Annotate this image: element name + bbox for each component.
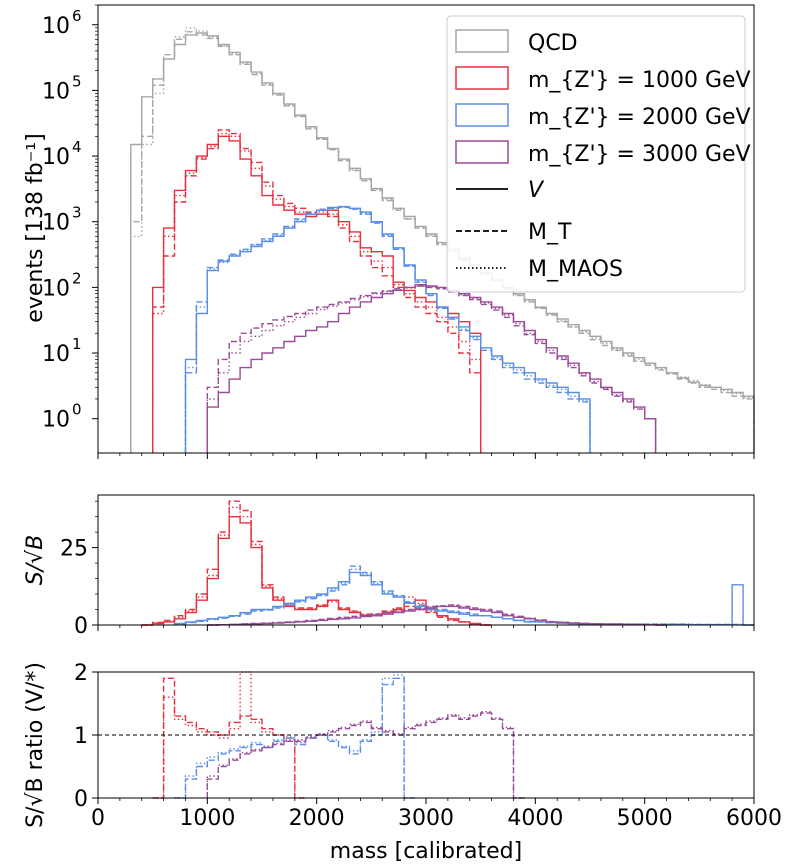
legend-label-2000: m_{Z'} = 2000 GeV (528, 105, 751, 130)
middle-panel-series-m-z-3000-gev-maos (207, 605, 667, 626)
legend-label-3000: m_{Z'} = 3000 GeV (528, 142, 751, 167)
legend-swatch-1000 (455, 66, 509, 90)
legend-label-1000: m_{Z'} = 1000 GeV (528, 68, 751, 93)
bottom-panel-y-ticks: 0 1 2 (74, 661, 98, 812)
middle-panel-y-tick-label-0: 0 (74, 614, 88, 639)
legend-swatch-2000 (455, 103, 509, 127)
bottom-panel-x-tick-label-4000: 4000 (507, 806, 563, 831)
bottom-panel-x-ticks: 0 1000 2000 3000 4000 5000 6000 (91, 798, 782, 831)
bottom-panel-series-m-z-1000-gev-mt (152, 677, 306, 799)
bottom-panel-x-tick-label-6000: 6000 (726, 806, 782, 831)
bottom-panel-x-tick-label-5000: 5000 (617, 806, 673, 831)
legend-label-mmaos: M_MAOS (528, 257, 623, 282)
top-panel-series-qcd-maos (130, 27, 755, 453)
x-axis-label: mass [calibrated] (330, 839, 522, 864)
bottom-panel-x-tick-label-0: 0 (91, 806, 105, 831)
middle-panel-y-ticks: 0 25 (60, 500, 98, 639)
bottom-panel-y-tick-label-1: 1 (74, 724, 88, 749)
bottom-panel-y-tick-label-2: 2 (74, 661, 88, 686)
middle-panel-series-m-z-1000-gev-maos (141, 506, 492, 626)
legend-swatch-qcd (455, 29, 509, 53)
top-panel-series-qcd-v (130, 32, 755, 453)
legend-label-v: V (528, 178, 545, 203)
middle-panel-y-tick-label-1: 25 (60, 537, 88, 562)
middle-panel-ylabel: S/√B (23, 535, 48, 586)
top-panel-series-m-z-3000-gev-mt (206, 285, 657, 453)
top-panel-series-m-z-2000-gev-mt (184, 206, 591, 453)
top-panel-y-tick-label-0: 10 (42, 408, 70, 433)
middle-panel-series (141, 500, 754, 626)
bottom-panel-series-m-z-1000-gev-maos (152, 671, 306, 799)
bottom-panel-series-m-z-3000-gev-mt (206, 712, 525, 799)
top-panel-y-tick-label-5: 10 (42, 79, 70, 104)
legend-box (446, 15, 746, 293)
top-panel-series-m-z-2000-gev-maos (184, 206, 591, 453)
middle-panel: 0 25 S/√B (23, 494, 755, 639)
top-panel-y-tick-exponent-5: 5 (72, 72, 82, 90)
legend: QCD m_{Z'} = 1000 GeV m_{Z'} = 2000 GeV … (446, 15, 751, 293)
top-panel-x-ticks (97, 453, 755, 459)
top-panel-y-tick-exponent-4: 4 (72, 138, 82, 156)
bottom-panel-ylabel: S/√B ratio (V/*) (23, 662, 48, 828)
top-panel-y-tick-exponent-3: 3 (72, 204, 82, 222)
top-panel-y-tick-exponent-6: 6 (72, 7, 82, 25)
legend-label-qcd: QCD (528, 31, 578, 56)
bottom-panel-x-tick-label-2000: 2000 (289, 806, 345, 831)
bottom-panel-series (152, 671, 525, 799)
legend-label-mt: M_T (528, 220, 572, 245)
top-panel-y-tick-label-1: 10 (42, 342, 70, 367)
bottom-panel: 0 1 2 0 1000 2000 3000 4000 5000 6000 S/√B ratio… (23, 661, 782, 864)
legend-swatch-3000 (455, 140, 509, 164)
middle-panel-x-ticks (97, 625, 755, 631)
top-panel-series-m-z-3000-gev-v (206, 284, 657, 453)
top-panel-series (130, 27, 755, 453)
bottom-panel-x-tick-label-1000: 1000 (179, 806, 235, 831)
top-panel-y-tick-exponent-2: 2 (72, 269, 82, 287)
top-panel-y-tick-label-2: 10 (42, 276, 70, 301)
bottom-panel-y-tick-label-0: 0 (74, 787, 88, 812)
top-panel-y-tick-label-6: 10 (42, 14, 70, 39)
top-panel-ylabel: events [138 fb⁻¹] (23, 133, 48, 322)
top-panel-y-tick-label-3: 10 (42, 211, 70, 236)
top-panel-y-tick-exponent-0: 0 (72, 401, 82, 419)
top-panel-y-tick-exponent-1: 1 (72, 335, 82, 353)
bottom-panel-x-tick-label-3000: 3000 (398, 806, 454, 831)
top-panel-y-tick-label-4: 10 (42, 145, 70, 170)
